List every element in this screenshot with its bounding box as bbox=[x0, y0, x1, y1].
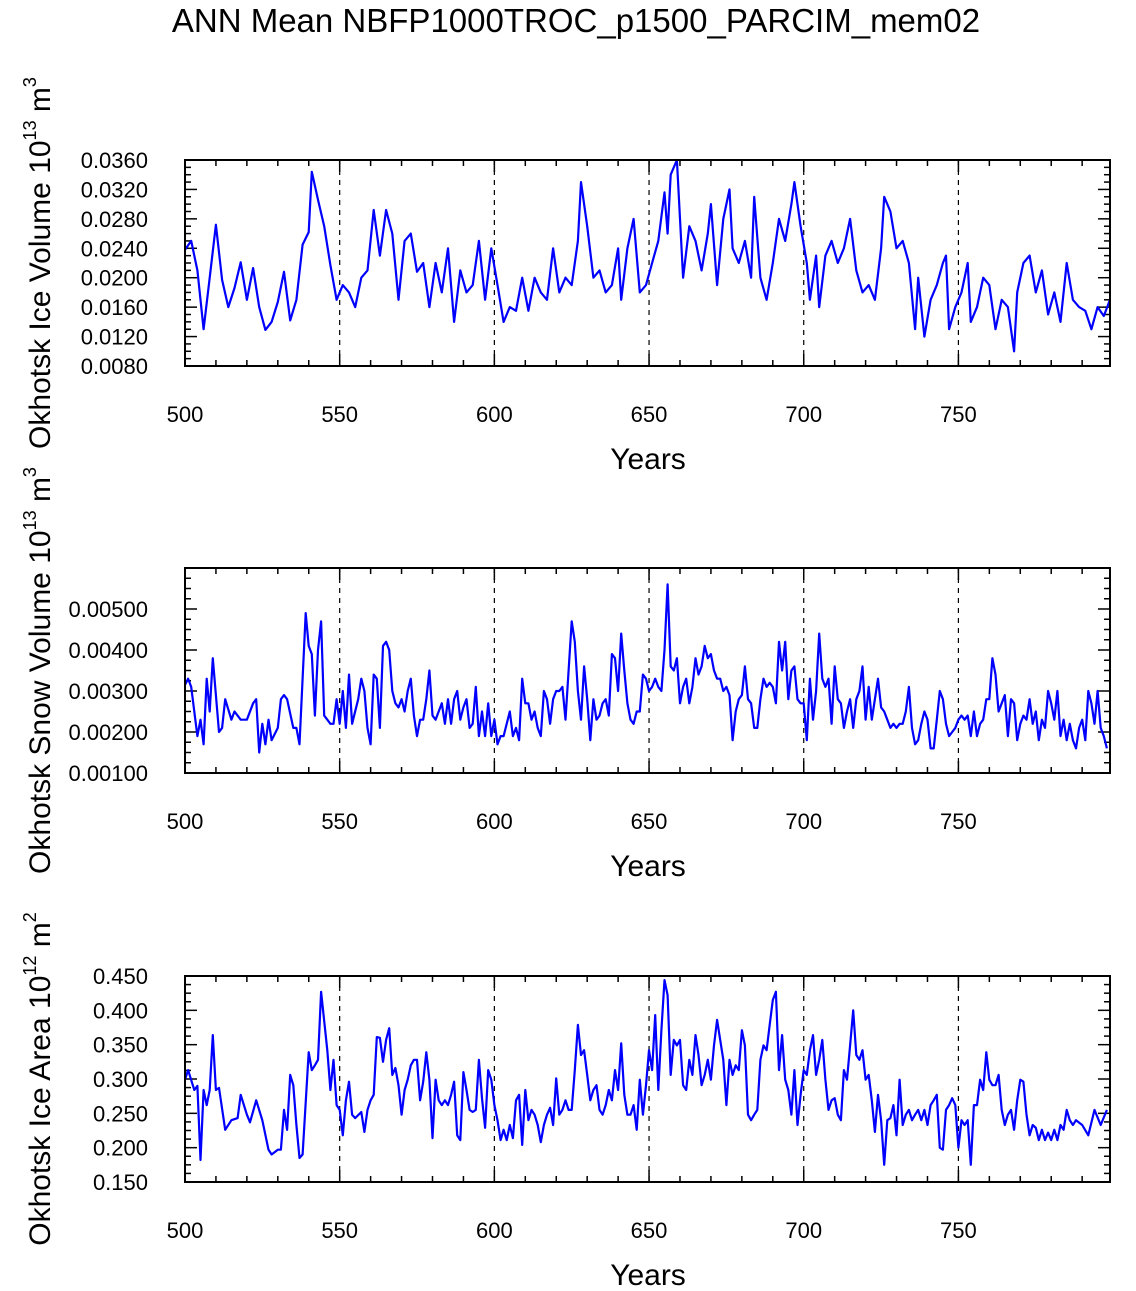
y-tick-label: 0.0160 bbox=[81, 295, 148, 320]
y-tick-label: 0.00100 bbox=[68, 761, 148, 786]
y-tick-label: 0.250 bbox=[93, 1101, 148, 1126]
y-axis-label: Okhotsk Ice Area 1012 m2 bbox=[20, 912, 57, 1246]
x-tick-label: 500 bbox=[167, 1218, 204, 1243]
x-tick-label: 550 bbox=[321, 1218, 358, 1243]
y-axis-label-text: Okhotsk Ice Volume 10 bbox=[24, 140, 57, 449]
x-tick-label: 700 bbox=[785, 809, 822, 834]
x-axis-label: Years bbox=[610, 850, 686, 883]
x-tick-label: 750 bbox=[940, 809, 977, 834]
chart-title: ANN Mean NBFP1000TROC_p1500_PARCIM_mem02 bbox=[172, 2, 980, 39]
y-tick-label: 0.150 bbox=[93, 1170, 148, 1195]
y-tick-label: 0.00400 bbox=[68, 638, 148, 663]
x-tick-label: 600 bbox=[476, 1218, 513, 1243]
y-tick-label: 0.0080 bbox=[81, 354, 148, 379]
y-tick-label: 0.00200 bbox=[68, 720, 148, 745]
y-axis-label-text: Okhotsk Snow Volume 10 bbox=[24, 530, 57, 874]
data-series-line bbox=[184, 158, 1112, 353]
x-tick-label: 600 bbox=[476, 402, 513, 427]
y-axis-label-exponent: 13 bbox=[20, 120, 40, 140]
y-axis-label-text: m bbox=[24, 477, 57, 510]
x-tick-label: 700 bbox=[785, 1218, 822, 1243]
y-axis-label-text: Okhotsk Ice Area 10 bbox=[24, 976, 57, 1246]
y-tick-label: 0.200 bbox=[93, 1136, 148, 1161]
plot-frame bbox=[184, 975, 1111, 1183]
x-tick-label: 550 bbox=[321, 809, 358, 834]
plot-frame bbox=[184, 159, 1111, 367]
x-tick-label: 750 bbox=[940, 402, 977, 427]
y-tick-label: 0.0120 bbox=[81, 325, 148, 350]
y-tick-label: 0.300 bbox=[93, 1067, 148, 1092]
panel-2: 500 550 600 650 700 750 0.00100 0.00200 0.00300 0… bbox=[20, 467, 1111, 883]
y-tick-label: 0.00300 bbox=[68, 679, 148, 704]
y-axis-label-exponent: 3 bbox=[20, 467, 40, 477]
x-tick-label: 500 bbox=[167, 402, 204, 427]
y-tick-label: 0.0280 bbox=[81, 207, 148, 232]
y-axis-label: Okhotsk Ice Volume 1013 m3 bbox=[20, 77, 57, 449]
x-tick-label: 650 bbox=[631, 402, 668, 427]
plot-frame bbox=[184, 567, 1111, 774]
x-tick-label: 700 bbox=[785, 402, 822, 427]
y-tick-label: 0.0200 bbox=[81, 266, 148, 291]
y-axis-label-exponent: 3 bbox=[20, 77, 40, 87]
x-tick-label: 600 bbox=[476, 809, 513, 834]
y-tick-label: 0.400 bbox=[93, 998, 148, 1023]
panel-3: 500 550 600 650 700 750 0.150 0.200 0.250 0.300 0.… bbox=[20, 912, 1111, 1291]
x-axis-label: Years bbox=[610, 443, 686, 476]
y-tick-label: 0.350 bbox=[93, 1033, 148, 1058]
panel-1: 500 550 600 650 700 750 0.0080 0.0120 0.0160 0.02… bbox=[20, 77, 1112, 476]
x-tick-label: 500 bbox=[167, 809, 204, 834]
x-tick-label: 650 bbox=[631, 809, 668, 834]
y-axis-label-exponent: 12 bbox=[20, 956, 40, 976]
y-tick-label: 0.0360 bbox=[81, 148, 148, 173]
x-tick-label: 650 bbox=[631, 1218, 668, 1243]
x-axis-label: Years bbox=[610, 1259, 686, 1291]
x-tick-label: 550 bbox=[321, 402, 358, 427]
y-axis-label-text: m bbox=[24, 87, 57, 120]
data-series-line bbox=[184, 583, 1108, 754]
y-tick-label: 0.0320 bbox=[81, 177, 148, 202]
y-tick-label: 0.00500 bbox=[68, 597, 148, 622]
x-tick-label: 750 bbox=[940, 1218, 977, 1243]
y-axis-label-exponent: 13 bbox=[20, 510, 40, 530]
y-axis-label-text: m bbox=[24, 922, 57, 955]
y-axis-label: Okhotsk Snow Volume 1013 m3 bbox=[20, 467, 57, 874]
y-axis-label-exponent: 2 bbox=[20, 912, 40, 922]
y-tick-label: 0.0240 bbox=[81, 236, 148, 261]
data-series-line bbox=[183, 979, 1108, 1166]
y-tick-label: 0.450 bbox=[93, 964, 148, 989]
